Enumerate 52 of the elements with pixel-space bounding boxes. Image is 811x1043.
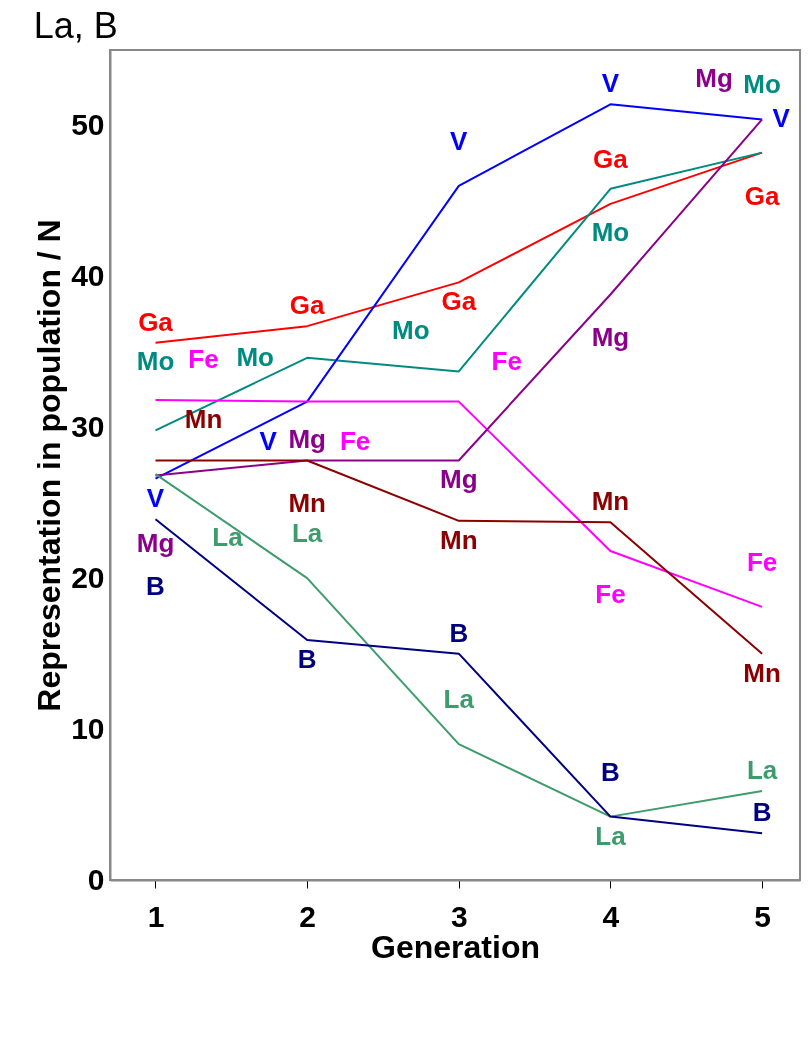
series-label: V — [259, 425, 278, 456]
text: V — [601, 68, 620, 99]
text: Mo — [392, 315, 430, 346]
text: Ga — [441, 286, 477, 317]
text: Mn — [288, 488, 326, 519]
y-tick-label: 30 — [71, 409, 105, 443]
text: B — [601, 756, 620, 787]
chart-title: La, B — [33, 5, 118, 46]
series-label: Mn — [440, 524, 478, 555]
text: Ga — [138, 306, 173, 337]
y-axis-title: Representation in population / N — [31, 219, 68, 712]
text: La — [746, 754, 778, 785]
y-tick-label: 0 — [87, 862, 105, 896]
y-tick-label: 10 — [71, 711, 105, 745]
x-tick-label: 4 — [602, 899, 620, 933]
x-tick-label: 5 — [754, 899, 771, 933]
text: V — [772, 103, 790, 134]
series-label: Fe — [595, 579, 626, 610]
text: Mg — [288, 424, 326, 455]
x-tick-label: 2 — [299, 899, 316, 933]
text: La — [291, 518, 323, 549]
text: Mg — [136, 527, 175, 558]
y-tick-label: 40 — [71, 258, 105, 292]
text: La — [443, 684, 474, 715]
series-label: B — [297, 644, 317, 675]
y-tick-label: 50 — [71, 107, 105, 141]
series-label: Mo — [236, 341, 274, 372]
series-label: La — [212, 522, 244, 553]
text: Mg — [695, 63, 733, 94]
text: Ga — [744, 180, 780, 211]
series-label: Mg — [440, 464, 478, 495]
text: Mo — [591, 216, 630, 247]
text: B — [449, 617, 469, 648]
text: V — [450, 125, 468, 156]
text: V — [146, 482, 165, 513]
text: B — [752, 797, 772, 828]
text: B — [146, 571, 165, 602]
text: Mn — [591, 486, 630, 517]
text: Mg — [591, 322, 630, 353]
text: Fe — [188, 344, 219, 375]
text: Fe — [746, 546, 778, 577]
y-tick-label: 20 — [71, 560, 105, 594]
text: Ga — [593, 143, 628, 174]
text: Fe — [339, 425, 371, 456]
text: Mo — [743, 68, 781, 99]
text: Fe — [491, 345, 522, 376]
text: Mo — [136, 346, 175, 377]
text: Mn — [184, 404, 223, 435]
text: Mn — [743, 657, 781, 688]
text: La — [595, 820, 626, 851]
series-label: Ga — [289, 290, 326, 321]
x-tick-label: 1 — [147, 899, 165, 933]
